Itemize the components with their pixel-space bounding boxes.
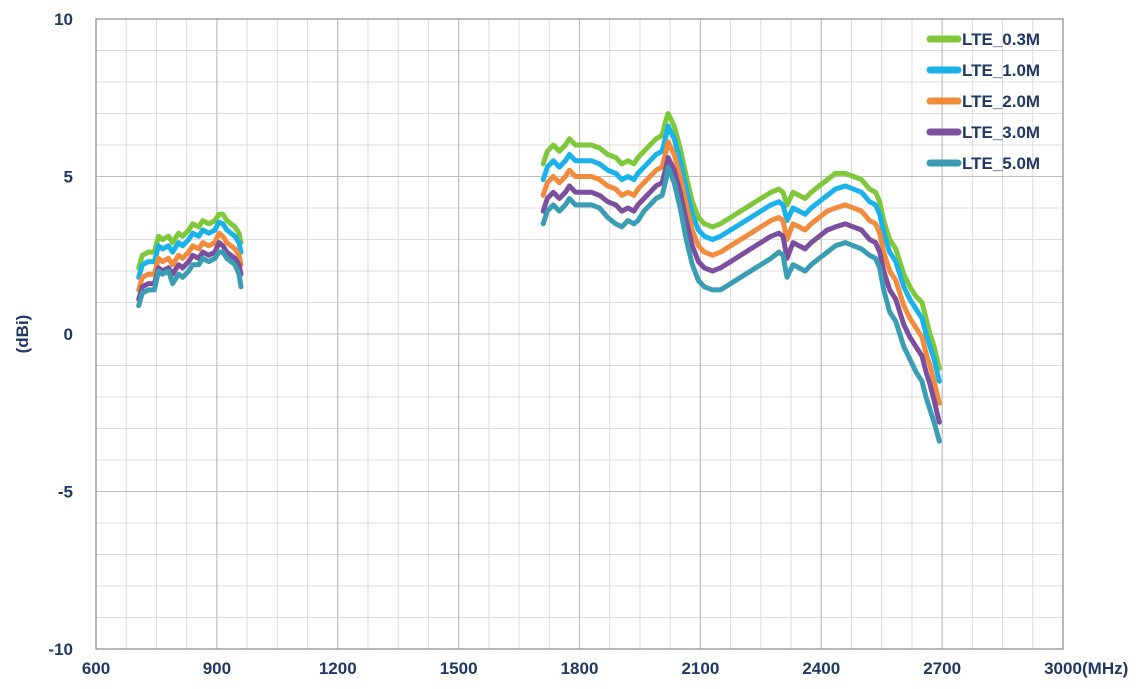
y-axis-label: (dBi) <box>13 315 32 354</box>
series-lines <box>136 111 942 444</box>
series-line-LTE_3.0M <box>540 155 942 425</box>
plot-frame <box>95 18 1064 650</box>
y-tick-label: -10 <box>48 640 73 659</box>
series-line-LTE_0.3M <box>540 111 942 372</box>
y-tick-label: 0 <box>64 325 73 344</box>
legend-label: LTE_3.0M <box>962 123 1040 142</box>
x-tick-label: 1200 <box>319 659 357 678</box>
series-line-LTE_1.0M <box>540 123 942 384</box>
series-line-LTE_2.0M <box>540 139 942 406</box>
series-line-LTE_1.0M <box>136 219 244 280</box>
x-tick-label: 2400 <box>802 659 840 678</box>
x-tick-label: 2700 <box>923 659 961 678</box>
series-line-LTE_0.3M <box>136 211 244 271</box>
y-tick-label: -5 <box>58 483 73 502</box>
y-tick-label: 10 <box>54 10 73 29</box>
x-tick-label: 900 <box>203 659 231 678</box>
x-tick-label: 1500 <box>440 659 478 678</box>
legend-label: LTE_1.0M <box>962 61 1040 80</box>
y-tick-label: 5 <box>64 168 73 187</box>
x-tick-label: 3000 <box>1044 659 1082 678</box>
series-line-LTE_5.0M <box>136 249 244 309</box>
legend-label: LTE_0.3M <box>962 30 1040 49</box>
x-tick-label: 600 <box>82 659 110 678</box>
legend: LTE_0.3M LTE_1.0M LTE_2.0M LTE_3.0M LTE_5.0M <box>926 30 1040 173</box>
legend-label: LTE_5.0M <box>962 154 1040 173</box>
x-tick-label: 2100 <box>681 659 719 678</box>
legend-label: LTE_2.0M <box>962 92 1040 111</box>
y-tick-labels: -10 -5 0 5 10 <box>48 10 73 659</box>
x-tick-label: 1800 <box>561 659 599 678</box>
series-line-LTE_5.0M <box>540 164 942 444</box>
series-line-LTE_2.0M <box>136 230 244 293</box>
x-tick-labels: 600 900 1200 1500 1800 2100 2400 2700 3000 <box>82 659 1082 678</box>
x-axis-label: (MHz) <box>1082 659 1128 678</box>
